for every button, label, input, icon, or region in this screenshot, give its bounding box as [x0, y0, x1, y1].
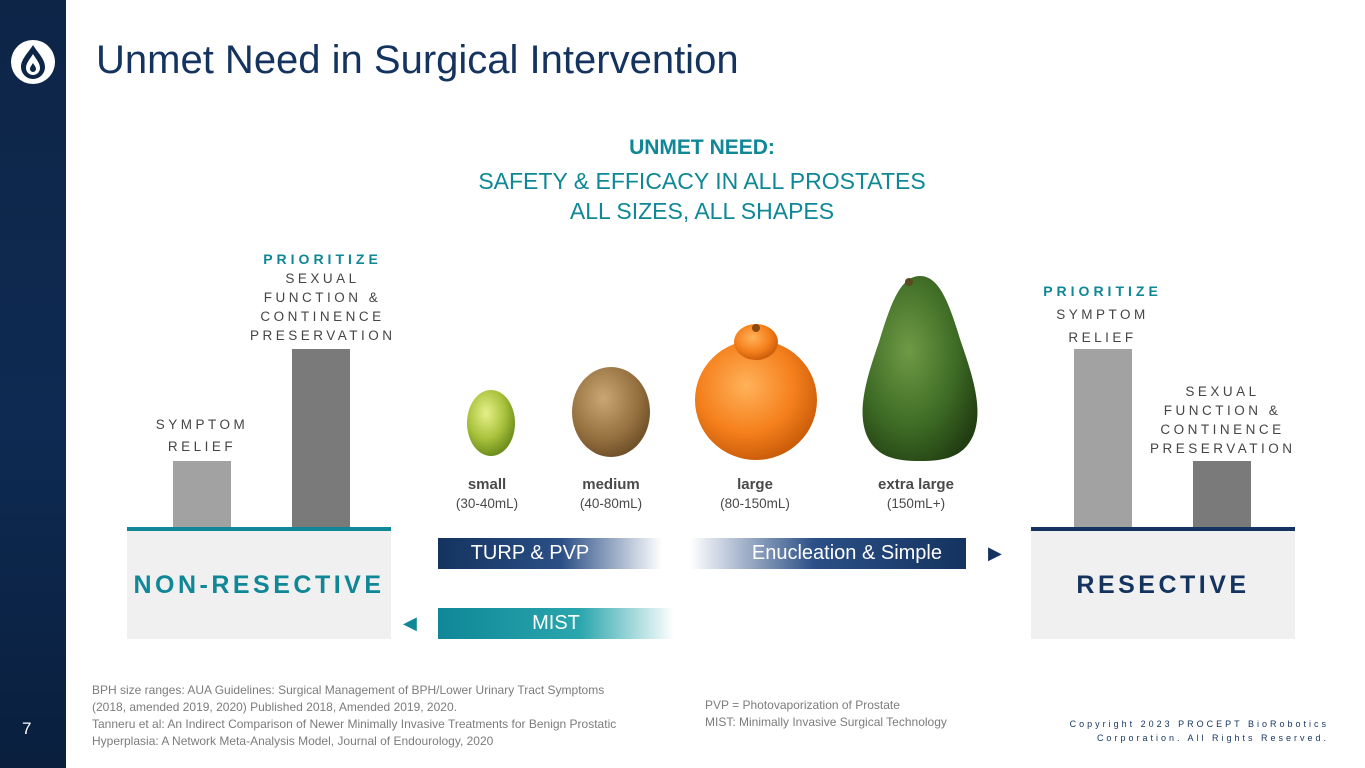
left-symptom-relief-bar: [173, 461, 231, 528]
left-arrow-icon: ◀: [403, 613, 417, 633]
fruit-label-medium: medium (40-80mL): [551, 476, 671, 511]
abbreviation-line: PVP = Photovaporization of Prostate: [705, 698, 900, 712]
right-baseline: [1031, 527, 1295, 531]
copyright-line: Corporation. All Rights Reserved.: [1096, 733, 1329, 743]
unmet-need-heading: UNMET NEED:: [629, 136, 775, 159]
copyright-notice: Copyright 2023 PROCEPT BioRobotics Corpo…: [1070, 717, 1329, 745]
right-short-bar-line: SEXUAL: [1185, 384, 1260, 399]
left-short-bar-label: SYMPTOM RELIEF: [142, 414, 262, 458]
copyright-line: Copyright 2023 PROCEPT BioRobotics: [1069, 719, 1329, 729]
fruit-size: (30-40mL): [455, 496, 519, 511]
fruit-label-small: small (30-40mL): [427, 476, 547, 511]
right-short-bar-label: SEXUAL FUNCTION & CONTINENCE PRESERVATIO…: [1150, 382, 1295, 458]
left-priority-line: FUNCTION &: [263, 290, 382, 305]
left-priority-label: PRIORITIZE SEXUAL FUNCTION & CONTINENCE …: [250, 250, 395, 345]
procept-logo-icon: [11, 40, 55, 84]
fruit-size: (80-150mL): [720, 496, 790, 511]
fruit-name: medium: [582, 476, 640, 493]
left-priority-line: PRESERVATION: [250, 328, 396, 343]
fruit-size: (40-80mL): [579, 496, 643, 511]
right-short-bar-line: CONTINENCE: [1160, 422, 1285, 437]
right-priority-line: RELIEF: [1068, 330, 1137, 345]
page-title: Unmet Need in Surgical Intervention: [96, 38, 739, 82]
left-priority-line: SEXUAL: [285, 271, 360, 286]
non-resective-panel: NON-RESECTIVE: [127, 531, 391, 639]
fruit-size: (150mL+): [886, 496, 946, 511]
left-priority-line: CONTINENCE: [260, 309, 385, 324]
resective-panel: RESECTIVE: [1031, 531, 1295, 639]
right-prioritize-heading: PRIORITIZE: [1043, 283, 1162, 299]
kiwi-icon: [572, 367, 650, 457]
fruit-name: extra large: [878, 476, 954, 493]
right-symptom-relief-bar: [1074, 349, 1132, 528]
orange-icon: [695, 324, 817, 460]
reference-line: BPH size ranges: AUA Guidelines: Surgica…: [92, 683, 605, 697]
reference-line: (2018, amended 2019, 2020) Published 201…: [92, 700, 457, 714]
fruit-label-large: large (80-150mL): [695, 476, 815, 511]
fruit-label-extra-large: extra large (150mL+): [856, 476, 976, 511]
fruit-name: small: [467, 476, 507, 493]
unmet-need-line-1: SAFETY & EFFICACY IN ALL PROSTATES: [478, 168, 926, 194]
left-short-bar-line: RELIEF: [167, 439, 237, 454]
right-priority-label: PRIORITIZE SYMPTOM RELIEF: [1030, 280, 1175, 349]
left-sexual-function-bar: [292, 349, 350, 528]
references-footnote: BPH size ranges: AUA Guidelines: Surgica…: [92, 682, 616, 750]
reference-line: Hyperplasia: A Network Meta-Analysis Mod…: [92, 734, 494, 748]
turp-pvp-band: TURP & PVP: [438, 538, 662, 569]
right-short-bar-line: FUNCTION &: [1163, 403, 1282, 418]
reference-line: Tanneru et al: An Indirect Comparison of…: [92, 717, 617, 731]
page-number: 7: [22, 719, 32, 738]
avocado-icon: [862, 276, 978, 461]
mist-band: MIST: [438, 608, 674, 639]
right-priority-line: SYMPTOM: [1056, 307, 1149, 322]
fruit-name: large: [737, 476, 773, 493]
sidebar: 7: [0, 0, 66, 768]
left-short-bar-line: SYMPTOM: [155, 417, 249, 432]
grape-icon: [467, 390, 515, 456]
abbreviations-footnote: PVP = Photovaporization of Prostate MIST…: [705, 697, 947, 731]
right-arrow-icon: ▶: [988, 543, 1002, 563]
right-short-bar-line: PRESERVATION: [1150, 441, 1296, 456]
right-sexual-function-bar: [1193, 461, 1251, 528]
abbreviation-line: MIST: Minimally Invasive Surgical Techno…: [705, 715, 947, 729]
left-baseline: [127, 527, 391, 531]
left-prioritize-heading: PRIORITIZE: [263, 251, 382, 267]
enucleation-simple-band: Enucleation & Simple: [690, 538, 966, 569]
unmet-need-line-2: ALL SIZES, ALL SHAPES: [569, 198, 835, 224]
